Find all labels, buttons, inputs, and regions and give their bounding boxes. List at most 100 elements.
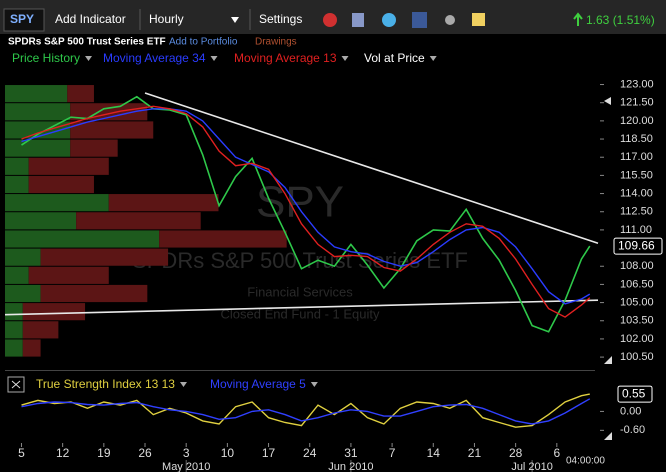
month-label: Jul 2010: [511, 461, 553, 472]
symbol-box[interactable]: [3, 8, 45, 32]
x-tick-label: 7: [389, 446, 396, 460]
note-icon[interactable]: [472, 13, 485, 26]
drawings[interactable]: Drawings: [255, 37, 297, 48]
vol-up-bar: [5, 230, 160, 248]
twitter-icon[interactable]: [382, 13, 396, 27]
settings[interactable]: Settings: [259, 12, 302, 26]
y-tick-label: 100.50: [620, 351, 654, 363]
add-portfolio[interactable]: Add to Portfolio: [169, 37, 238, 48]
last-price-box: [613, 237, 663, 255]
x-tick-label: 24: [303, 446, 317, 460]
legend-entry[interactable]: Moving Average 34: [103, 51, 206, 65]
y-tick-label: 103.50: [620, 315, 654, 327]
y-tick-label: 105.00: [620, 296, 654, 308]
x-tick-label: 19: [97, 446, 111, 460]
dropdown-arrow[interactable]: [310, 382, 318, 387]
x-tick-label: 28: [509, 446, 523, 460]
vol-up-bar: [5, 139, 71, 157]
facebook-icon[interactable]: [412, 12, 427, 28]
y-tick-label: 112.50: [620, 206, 653, 218]
x-tick-label: 26: [138, 446, 152, 460]
legend-entry[interactable]: Vol at Price: [364, 51, 425, 65]
vol-up-bar: [5, 284, 41, 303]
vol-down-bar: [70, 121, 154, 139]
vol-up-bar: [5, 303, 23, 321]
watermark: Closed End Fund - 1 Equity: [221, 306, 380, 321]
x-tick-label: 6: [553, 446, 560, 460]
legend-entry[interactable]: Moving Average 13: [234, 51, 337, 65]
vol-up-bar: [5, 339, 23, 357]
vol-down-bar: [28, 175, 94, 194]
trendline: [4, 299, 599, 316]
vol-up-bar: [5, 103, 71, 121]
vol-down-bar: [67, 85, 94, 103]
y-tick-label: 118.50: [620, 133, 653, 145]
dropdown-arrow[interactable]: [179, 382, 187, 387]
interval[interactable]: Hourly: [149, 12, 184, 26]
y-tick-label: 117.00: [620, 151, 653, 163]
series-line: [21, 95, 591, 333]
vol-up-bar: [5, 175, 29, 194]
watermark: SPY: [256, 178, 344, 227]
dropdown-arrow[interactable]: [231, 17, 239, 23]
x-tick-label: 21: [468, 446, 482, 460]
x-tick-label: 5: [18, 446, 25, 460]
layout-icon[interactable]: [352, 13, 364, 27]
month-label: Jun 2010: [328, 461, 373, 472]
series-line: [21, 108, 591, 305]
vol-down-bar: [40, 248, 169, 266]
y-tick-label: 120.00: [620, 115, 654, 127]
vol-down-bar: [28, 157, 109, 175]
panel-divider: [5, 370, 595, 371]
series-line: [21, 105, 591, 318]
legend-entry[interactable]: True Strength Index 13 13: [36, 377, 175, 391]
dropdown-arrow[interactable]: [85, 56, 93, 61]
last-value-box: [617, 385, 653, 403]
close-x[interactable]: [11, 380, 21, 389]
close-box[interactable]: [7, 376, 25, 393]
marker: [604, 97, 611, 105]
series-line: [21, 398, 591, 425]
y-tick-label: 102.00: [620, 333, 654, 345]
vol-up-bar: [5, 212, 77, 230]
time-label: 04:00:00: [566, 456, 605, 467]
dropdown-arrow[interactable]: [210, 56, 218, 61]
last-price: 109.66: [618, 238, 655, 252]
last-value: 0.55: [622, 386, 646, 400]
y-tick-label: -0.60: [620, 424, 645, 436]
vol-down-bar: [22, 339, 41, 357]
vol-down-bar: [22, 321, 59, 339]
vol-up-bar: [5, 248, 41, 266]
legend-entry[interactable]: Price History: [12, 51, 80, 65]
x-tick-label: 14: [427, 446, 441, 460]
vol-down-bar: [22, 303, 86, 321]
series-line: [21, 393, 590, 428]
dropdown-arrow[interactable]: [429, 56, 437, 61]
y-tick-label: 108.00: [620, 260, 654, 272]
vol-down-bar: [108, 194, 219, 212]
legend-entry[interactable]: Moving Average 5: [210, 377, 306, 391]
x-tick-label: 31: [344, 446, 358, 460]
y-tick-label: 123.00: [620, 78, 654, 90]
camera-icon[interactable]: [445, 15, 455, 25]
symbol[interactable]: SPY: [10, 12, 34, 26]
marker: [604, 432, 612, 440]
alarm-icon[interactable]: [323, 13, 337, 27]
y-tick-label: 121.50: [620, 97, 654, 109]
vol-up-bar: [5, 266, 29, 284]
y-tick-label: 114.00: [620, 187, 653, 199]
dropdown-arrow[interactable]: [341, 56, 349, 61]
watermark: Financial Services: [247, 284, 353, 299]
y-tick-label: 111.00: [620, 224, 652, 236]
watermark: SPDRs S&P 500 Trust Series ETF: [132, 248, 468, 273]
vol-down-bar: [159, 230, 287, 248]
y-tick-label: 0.00: [620, 405, 641, 417]
y-tick-label: 115.50: [620, 169, 653, 181]
x-tick-label: 10: [221, 446, 235, 460]
vol-up-bar: [5, 321, 23, 339]
trendline: [144, 92, 599, 244]
x-tick-label: 12: [56, 446, 70, 460]
x-tick-label: 3: [183, 446, 190, 460]
add-indicator[interactable]: Add Indicator: [55, 12, 126, 26]
